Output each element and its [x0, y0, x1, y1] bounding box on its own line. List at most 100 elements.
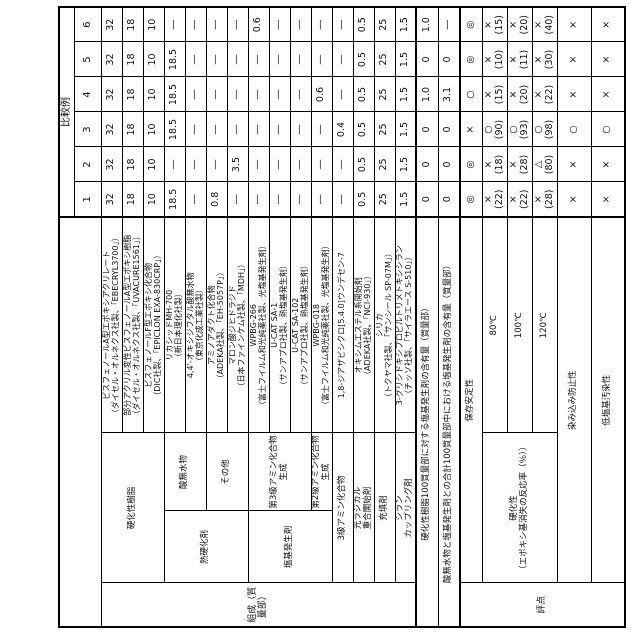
- category-photo-radical-initiator: 光ラジカル 重合開始剤: [353, 433, 374, 583]
- cell-r18-c3: 0: [438, 112, 460, 147]
- cell-r22-c4: × (22): [532, 77, 557, 112]
- col-header-5: 5: [74, 42, 101, 77]
- cell-r21-c2: × (28): [507, 147, 532, 182]
- cell-r3-c5: 18: [122, 42, 143, 77]
- component-oxydiphthalic-anhydride: 4,4'-オキシジフタル酸無水物 （東京化成工業社製）: [185, 217, 206, 433]
- subcategory-other: その他: [206, 433, 248, 511]
- cell-r20-c2: × (22): [482, 182, 507, 217]
- cell-r19-c3: ◎: [460, 147, 482, 182]
- cell-r8-c1: ―: [227, 182, 248, 217]
- cell-r23-c5: ×: [557, 42, 591, 77]
- cell-r5-c5: 18.5: [164, 112, 185, 147]
- row-120c: 120℃: [532, 217, 557, 433]
- component-ebecryl3700: ビスフェノールA型エポキシアクリレート （ダイセル・オルネクス社製、「EBECR…: [101, 217, 122, 433]
- cell-r6-c2: ―: [185, 147, 206, 182]
- component-wpbg018: WPBG-018 （富士フイルム和光純薬社製、光塩基発生剤）: [311, 217, 332, 433]
- cell-r8-c2: 3.5: [227, 147, 248, 182]
- cell-r15-c4: 25: [374, 112, 395, 147]
- row-base-generator-per-resin: 硬化性樹脂100質量部に対する塩基発生剤の含有量（質量部）: [416, 217, 438, 627]
- cell-r17-c2: 0: [416, 147, 438, 182]
- cell-r6-c3: ―: [185, 112, 206, 147]
- cell-r23-c3: ○: [557, 112, 591, 147]
- cell-r7-c2: 0.8: [206, 182, 227, 217]
- cell-r6-c6: ―: [185, 6, 206, 42]
- row-80c: 80℃: [482, 217, 507, 433]
- cell-r3-c2: 18: [122, 147, 143, 182]
- component-silica: シリカ （トクヤマ社製、「サンシール SP-07M」）: [374, 217, 395, 433]
- category-curability: 硬化性 （エポキシ基消失の反応率（％））: [482, 433, 557, 583]
- table-row-14: 光ラジカル 重合開始剤 オキシムエステル系開始剤 （ADEKA社製、「NCI-93…: [353, 6, 374, 627]
- cell-r14-c2: 0.5: [353, 182, 374, 217]
- table-row-5: 熱硬化剤 酸無水物 リカシッドMH-700 （新日本理化社製） 18.5 ― 18.5 18…: [164, 6, 248, 627]
- cell-r14-c4: 0.5: [353, 112, 374, 147]
- cell-r23-c4: ×: [557, 77, 591, 112]
- component-ucat-sa102: U-CAT SA-102 （サンアプロ社製、熱塩基発生剤）: [290, 217, 311, 433]
- cell-r21-c5: × (11): [507, 42, 532, 77]
- category-curable-resin: 硬化性樹脂: [101, 433, 164, 583]
- cell-r13-c7: ―: [332, 6, 353, 42]
- component-ucat-sa1: U-CAT SA-1 （サンアプロ社製、熱塩基発生剤）: [269, 217, 290, 433]
- component-exa830crp: ビスフェノールF型エポキシ化合物 （DIC社製、「EPICLON EXA-830…: [143, 217, 164, 433]
- table-row-17: 硬化性樹脂100質量部に対する塩基発生剤の含有量（質量部） 0 0 0 1.0 0 1.0: [416, 6, 438, 627]
- cell-r2-c4: 32: [101, 147, 122, 182]
- cell-r2-c5: 32: [101, 112, 122, 147]
- cell-r5-c4: ―: [164, 147, 185, 182]
- cell-r18-c1: 0: [438, 182, 460, 217]
- header-comparative-examples: 比較例: [59, 6, 74, 217]
- logical-table-wrapper: 比較例 1 2 3 4 5 6 組成（質量部） 硬化性樹脂 ビスフェノールA型エポキシアクリレート…: [58, 5, 626, 628]
- cell-r17-c1: 0: [416, 182, 438, 217]
- table-row-13: 3級アミン化合物 1,8-ジアザビシクロ[5.4.0]ウンデセン-7 ― ― 0.4 ― ―…: [332, 6, 353, 627]
- cell-r7-c4: ―: [206, 112, 227, 147]
- category-filler: 充填剤: [374, 433, 395, 583]
- table-row-19: 評点 保存安定性 ◎ ◎ × ○ ◎ ◎: [460, 6, 625, 627]
- cell-r5-c8: ―: [164, 6, 185, 42]
- cell-r13-c5: ―: [332, 77, 353, 112]
- cell-r9-c6: ―: [248, 77, 269, 112]
- cell-r19-c2: ◎: [460, 182, 482, 217]
- col-header-6: 6: [74, 6, 101, 42]
- cell-r23-c6: ×: [557, 6, 591, 42]
- table-row-24: 低塩基汚染性 × × ○ × × ×: [591, 6, 625, 627]
- cell-r3-c3: 18: [122, 112, 143, 147]
- cell-r19-c7: ◎: [460, 6, 482, 42]
- cell-r21-c4: × (20): [507, 77, 532, 112]
- cell-r16-c7: 1.5: [395, 6, 416, 42]
- cell-r18-c4: 3.1: [438, 77, 460, 112]
- cell-r14-c6: 0.5: [353, 42, 374, 77]
- cell-r16-c3: 1.5: [395, 147, 416, 182]
- cell-r17-c6: 1.0: [416, 6, 438, 42]
- cell-r22-c3: ○ (98): [532, 112, 557, 147]
- cell-r16-c6: 1.5: [395, 42, 416, 77]
- cell-r16-c5: 1.5: [395, 77, 416, 112]
- cell-r10-c3: ―: [269, 112, 290, 147]
- cell-r16-c2: 1.5: [395, 182, 416, 217]
- cell-r21-c1: × (22): [507, 182, 532, 217]
- comparative-examples-table: 比較例 1 2 3 4 5 6 組成（質量部） 硬化性樹脂 ビスフェノールA型エポキシアクリレート…: [58, 5, 626, 628]
- cell-r18-c5: 0: [438, 42, 460, 77]
- component-wpbg266: WPBG-266 （富士フイルム和光純薬社製、光塩基発生剤）: [248, 217, 269, 433]
- cell-r4-c5: 10: [143, 42, 164, 77]
- subcategory-tertiary-amine-generating: 第3級アミン化合物 生成: [248, 433, 311, 511]
- cell-r16-c4: 1.5: [395, 112, 416, 147]
- col-header-4: 4: [74, 77, 101, 112]
- cell-r7-c3: ―: [206, 147, 227, 182]
- cell-r23-c2: ×: [557, 147, 591, 182]
- col-header-3: 3: [74, 112, 101, 147]
- cell-r22-c5: × (30): [532, 42, 557, 77]
- table-row-9: 塩基発生剤 第3級アミン化合物 生成 WPBG-266 （富士フイルム和光純薬社製、…: [248, 6, 332, 627]
- category-thermal-curing-agent: 熱硬化剤: [164, 511, 248, 583]
- corner-empty-cell: [59, 217, 101, 627]
- row-storage-stability: 保存安定性: [460, 217, 482, 583]
- cell-r18-c6: ―: [438, 6, 460, 42]
- cell-r10-c4: ―: [269, 77, 290, 112]
- cell-r15-c6: 25: [374, 42, 395, 77]
- cell-r13-c3: ―: [332, 147, 353, 182]
- subcategory-secondary-amine-generating: 第2級アミン化合物 生成: [311, 433, 332, 511]
- cell-r13-c2: ―: [332, 182, 353, 217]
- cell-r24-c3: ○: [591, 112, 625, 147]
- cell-r3-c1: 18: [122, 182, 143, 217]
- cell-r6-c1: ―: [185, 182, 206, 217]
- cell-r10-c1: ―: [269, 182, 290, 217]
- category-silane-coupling-agent: シラン カップリング剤: [395, 433, 416, 583]
- table-row-2: 組成（質量部） 硬化性樹脂 ビスフェノールA型エポキシアクリレート （ダイセル・オル…: [101, 6, 416, 627]
